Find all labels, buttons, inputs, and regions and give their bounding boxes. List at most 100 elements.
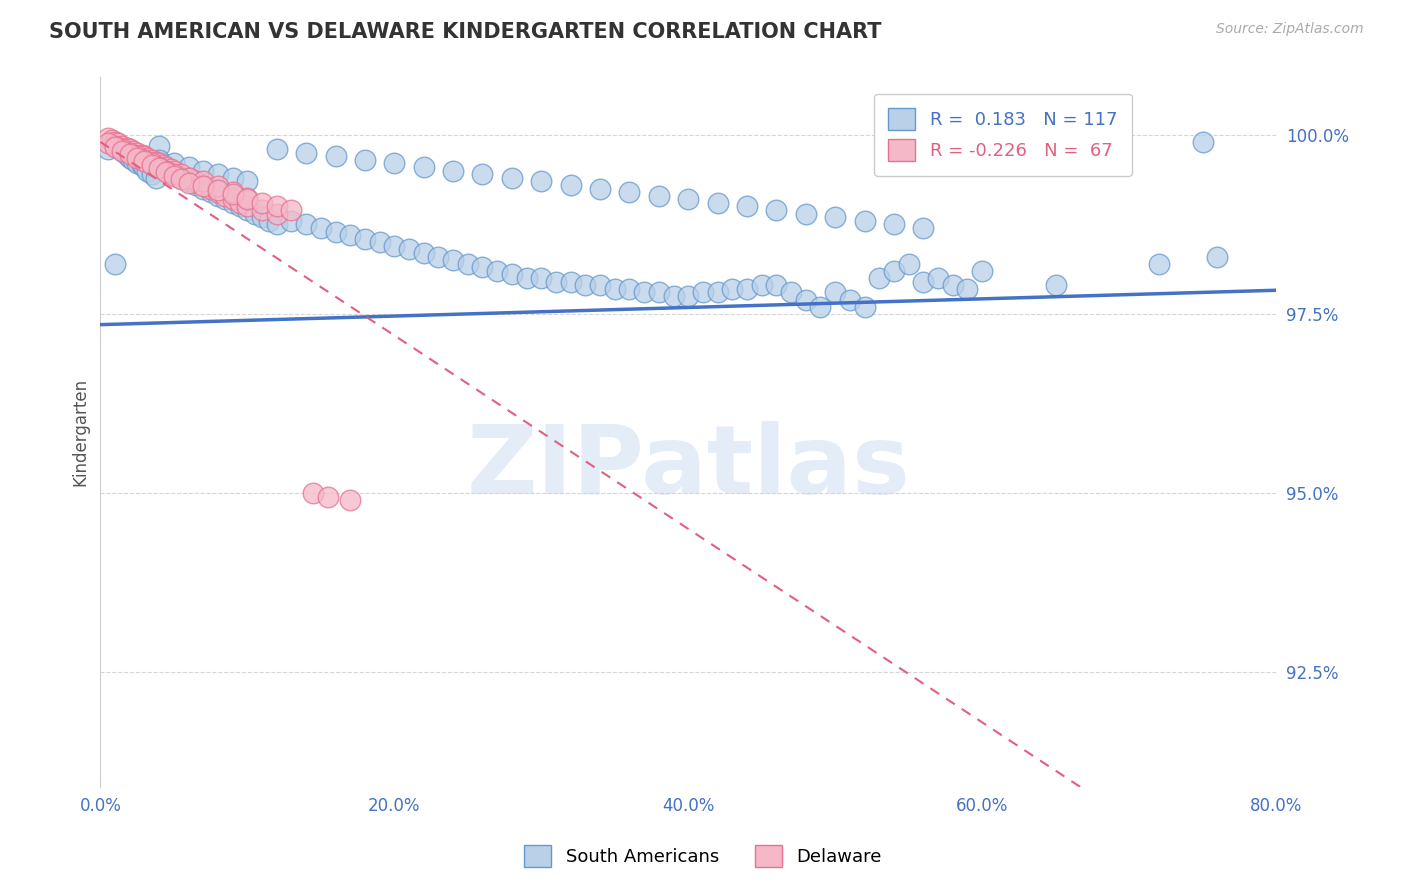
Point (339, 493, 361, 508)
Point (824, 210, 846, 224)
Point (250, 210, 273, 224)
Point (193, 181, 215, 195)
Point (266, 142, 288, 156)
Point (236, 202, 259, 217)
Point (134, 154, 156, 169)
Point (853, 213, 876, 227)
Point (141, 167, 163, 181)
Point (560, 178, 582, 192)
Point (765, 278, 787, 293)
Point (676, 289, 699, 303)
Point (765, 202, 787, 217)
Point (134, 160, 156, 174)
Point (221, 185, 243, 199)
Point (1206, 250, 1229, 264)
Point (942, 278, 965, 293)
Point (193, 163, 215, 178)
Point (236, 174, 259, 188)
Point (302, 486, 325, 500)
Point (118, 151, 141, 165)
Point (243, 206, 266, 220)
Point (121, 144, 143, 158)
Point (266, 217, 288, 231)
Point (221, 170, 243, 185)
Point (207, 167, 229, 181)
Point (97, 136, 120, 151)
Point (127, 149, 149, 163)
Point (155, 165, 177, 179)
Point (735, 199, 758, 213)
Point (427, 250, 450, 264)
Point (441, 163, 464, 178)
Point (382, 239, 405, 253)
Point (927, 271, 949, 285)
Point (603, 282, 626, 296)
Point (193, 174, 215, 188)
Point (280, 213, 302, 227)
Point (530, 174, 553, 188)
Text: Source: ZipAtlas.com: Source: ZipAtlas.com (1216, 22, 1364, 37)
Point (838, 293, 860, 307)
Point (141, 156, 163, 170)
Point (207, 185, 229, 199)
Point (111, 138, 134, 153)
Point (912, 221, 935, 235)
Point (177, 174, 200, 188)
Point (118, 147, 141, 161)
Point (619, 282, 641, 296)
Point (136, 163, 159, 178)
Point (207, 183, 229, 197)
Point (127, 145, 149, 160)
Y-axis label: Kindergarten: Kindergarten (72, 378, 89, 486)
Point (104, 257, 127, 271)
Point (118, 145, 141, 160)
Point (104, 135, 127, 149)
Point (177, 160, 200, 174)
Point (354, 153, 377, 167)
Point (1147, 257, 1170, 271)
Point (127, 151, 149, 165)
Point (131, 158, 153, 172)
Point (1191, 135, 1213, 149)
Point (676, 192, 699, 206)
Point (214, 188, 236, 202)
Point (107, 136, 129, 151)
Point (810, 300, 832, 314)
Point (221, 186, 243, 201)
Point (200, 181, 222, 195)
Point (706, 285, 728, 300)
Point (134, 149, 156, 163)
Point (883, 264, 905, 278)
Point (883, 217, 905, 231)
Point (354, 232, 377, 246)
Point (111, 144, 134, 158)
Point (574, 278, 596, 293)
Point (150, 156, 173, 170)
Text: SOUTH AMERICAN VS DELAWARE KINDERGARTEN CORRELATION CHART: SOUTH AMERICAN VS DELAWARE KINDERGARTEN … (49, 22, 882, 42)
Point (148, 138, 170, 153)
Point (229, 195, 252, 210)
Point (706, 195, 728, 210)
Point (471, 260, 494, 275)
Point (266, 199, 288, 213)
Point (127, 156, 149, 170)
Point (170, 167, 193, 181)
Point (118, 142, 141, 156)
Point (160, 163, 183, 178)
Point (236, 199, 259, 213)
Point (280, 202, 302, 217)
Point (589, 181, 612, 195)
Point (193, 179, 215, 194)
Point (131, 148, 153, 162)
Point (824, 285, 846, 300)
Point (259, 213, 281, 227)
Point (163, 169, 186, 183)
Point (163, 167, 186, 181)
Point (250, 202, 273, 217)
Point (236, 191, 259, 205)
Point (97, 131, 120, 145)
Point (1045, 278, 1067, 293)
Point (177, 170, 200, 185)
Point (441, 253, 464, 268)
Point (619, 185, 641, 199)
